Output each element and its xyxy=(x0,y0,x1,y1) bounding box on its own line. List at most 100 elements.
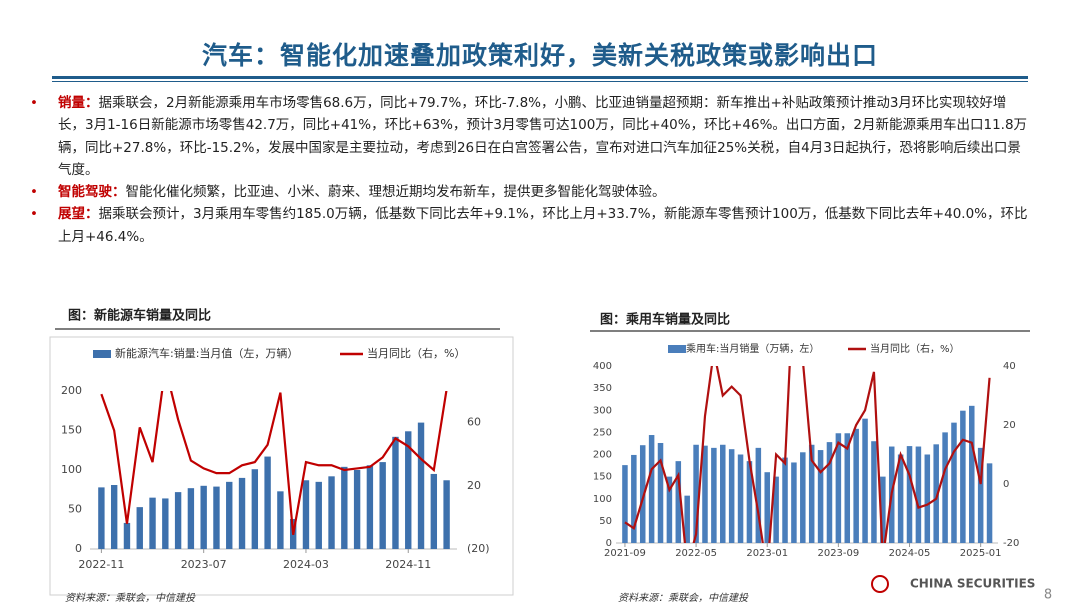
source-note: 资料来源：乘联会，中信建投 xyxy=(65,592,196,604)
bar xyxy=(405,431,412,549)
bullet: • 销量：据乘联会，2月新能源乘用车市场零售68.6万，同比+79.7%，环比-7… xyxy=(30,92,1030,181)
logo: CHINA SECURITIES xyxy=(910,577,1035,591)
bar xyxy=(238,477,246,549)
x-tick-label: 2024-05 xyxy=(889,548,931,559)
plot xyxy=(98,391,450,549)
y-tick-label: 200 xyxy=(593,450,612,461)
y2-tick-label: 60 xyxy=(467,416,481,429)
bar xyxy=(800,452,806,543)
bar xyxy=(924,454,931,543)
bullet-text: 据乘联会，2月新能源乘用车市场零售68.6万，同比+79.7%，环比-7.8%，… xyxy=(58,95,1028,178)
bar xyxy=(684,495,690,543)
x-tick-label: 2024-03 xyxy=(283,558,329,571)
bar xyxy=(773,476,779,543)
bar xyxy=(933,444,939,543)
bullet-list: • 销量：据乘联会，2月新能源乘用车市场零售68.6万，同比+79.7%，环比-7… xyxy=(30,92,1030,248)
y-tick-label: 300 xyxy=(593,405,612,416)
bar xyxy=(302,480,310,549)
line xyxy=(624,366,991,543)
bar xyxy=(430,473,438,549)
bullet-label: 销量： xyxy=(58,95,99,111)
y2-tick-label: (20) xyxy=(467,542,490,555)
bar xyxy=(986,463,993,543)
bar xyxy=(328,476,335,549)
x-tick-label: 2023-07 xyxy=(181,558,227,571)
bar xyxy=(277,491,284,549)
bar xyxy=(720,444,726,543)
bar xyxy=(417,422,425,549)
line xyxy=(100,391,448,535)
title-rule xyxy=(52,76,1028,79)
y-tick-label: 0 xyxy=(606,538,612,549)
bar xyxy=(639,445,646,543)
y2-tick-label: 20 xyxy=(1003,420,1016,431)
bar xyxy=(880,476,886,543)
bar xyxy=(136,507,143,549)
slide-title: 汽车：智能化加速叠加政策利好，美新关税政策或影响出口 xyxy=(201,41,878,70)
bar xyxy=(264,456,271,549)
bar xyxy=(782,457,788,543)
x-tick-label: 2022-11 xyxy=(78,558,124,571)
bar xyxy=(366,465,374,549)
bar xyxy=(648,435,655,543)
y2-tick-label: -20 xyxy=(1003,538,1019,549)
legend-swatch xyxy=(668,345,686,353)
chart-title: 图：新能源车销量及同比 xyxy=(68,308,211,324)
bar xyxy=(906,446,913,543)
source-note: 资料来源：乘联会，中信建投 xyxy=(618,592,749,604)
bar xyxy=(226,481,233,549)
bar xyxy=(657,442,664,543)
bar xyxy=(808,444,815,543)
chart-title: 图：乘用车销量及同比 xyxy=(600,312,730,328)
y-tick-label: 100 xyxy=(61,463,82,476)
x-tick-label: 2023-01 xyxy=(746,548,788,559)
legend-label: 当月同比（右，%） xyxy=(870,342,960,355)
bar xyxy=(977,447,984,543)
bar xyxy=(711,447,717,543)
bar xyxy=(379,462,386,549)
bar xyxy=(915,446,922,543)
legend-label: 当月同比（右，%） xyxy=(367,346,465,360)
y-tick-label: 200 xyxy=(61,384,82,397)
legend-swatch xyxy=(93,350,111,358)
bar xyxy=(98,487,105,549)
x-tick-label: 2021-09 xyxy=(604,548,646,559)
bar xyxy=(835,433,842,543)
bar xyxy=(162,498,169,549)
logo-mark xyxy=(871,575,889,593)
bullet-dot: • xyxy=(30,206,38,223)
bar xyxy=(853,428,859,543)
y-tick-label: 350 xyxy=(593,383,612,394)
bar xyxy=(693,444,699,543)
bar xyxy=(213,486,220,549)
bar xyxy=(844,433,851,543)
legend-label: 乘用车:当月销量（万辆，左） xyxy=(686,342,819,355)
x-tick-label: 2024-11 xyxy=(385,558,431,571)
x-tick-label: 2022-05 xyxy=(675,548,717,559)
bar xyxy=(392,436,399,549)
bar xyxy=(871,441,877,543)
bar xyxy=(897,454,904,543)
bar xyxy=(791,462,797,543)
bar xyxy=(737,454,744,543)
bar xyxy=(174,492,182,549)
plot xyxy=(622,366,993,543)
bar xyxy=(862,418,868,543)
bar xyxy=(942,432,948,543)
bar xyxy=(666,476,673,543)
bar xyxy=(746,461,753,543)
bar xyxy=(817,450,824,543)
bar xyxy=(187,488,195,549)
y-tick-label: 50 xyxy=(68,503,82,516)
bar xyxy=(315,481,322,549)
bar xyxy=(755,447,762,543)
y-tick-label: 400 xyxy=(593,361,612,372)
page-number: 8 xyxy=(1044,588,1052,603)
bullet: • 展望：据乘联会预计，3月乘用车零售约185.0万辆，低基数下同比去年+9.1%… xyxy=(30,203,1030,248)
bar xyxy=(764,472,770,543)
bar xyxy=(675,461,682,543)
bar xyxy=(631,454,637,543)
bar xyxy=(251,469,259,549)
